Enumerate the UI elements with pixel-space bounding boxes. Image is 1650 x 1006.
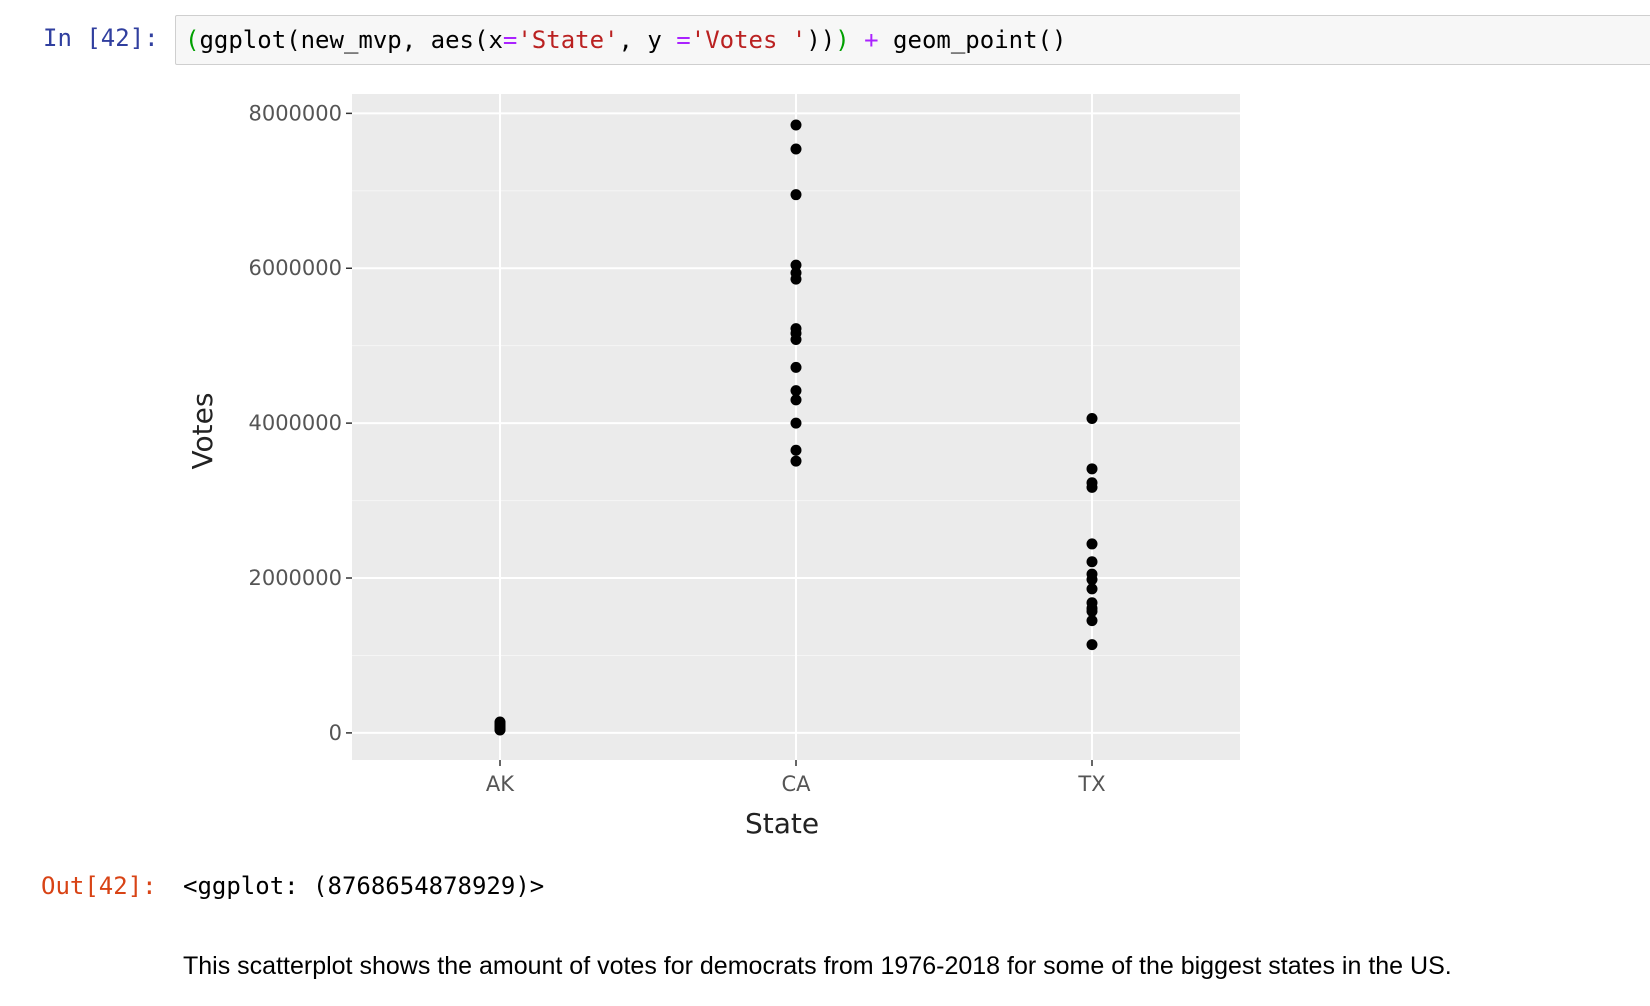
data-point [1086, 605, 1098, 617]
data-point [1086, 556, 1098, 568]
code-token: )) [806, 26, 836, 54]
y-tick-label: 8000000 [248, 101, 342, 125]
code-token: ) [835, 26, 850, 54]
data-point [1086, 574, 1098, 586]
code-token: 'Votes ' [690, 26, 807, 54]
markdown-paragraph: This scatterplot shows the amount of vot… [183, 952, 1452, 980]
code-token: = [676, 26, 691, 54]
x-tick-label: CA [781, 772, 811, 796]
y-tick-label: 6000000 [248, 256, 342, 280]
data-point [790, 455, 802, 467]
data-point [790, 417, 802, 429]
data-point [790, 189, 802, 201]
y-tick-label: 4000000 [248, 411, 342, 435]
data-point [1086, 412, 1098, 424]
x-tick-label: AK [486, 772, 515, 796]
scatter-plot: 0 2000000 4000000 6000000 8000000 AK CA TX State… [190, 94, 1240, 840]
output-prompt: Out[42]: [41, 872, 157, 900]
code-cell-editor[interactable]: (ggplot(new_mvp, aes(x='State', y ='Vote… [175, 15, 1650, 65]
y-tick-label: 0 [329, 721, 342, 745]
scatter-plot-figure: 0 2000000 4000000 6000000 8000000 AK CA TX State… [190, 85, 1250, 845]
data-point [790, 119, 802, 131]
data-point [1086, 463, 1098, 475]
code-token: + [864, 26, 879, 54]
data-point [790, 143, 802, 155]
data-point [790, 394, 802, 406]
data-point [790, 385, 802, 397]
x-axis-title: State [745, 807, 819, 840]
y-axis-title: Votes [190, 393, 219, 470]
data-point [1086, 583, 1098, 595]
data-point [790, 259, 802, 271]
output-text: <ggplot: (8768654878929)> [183, 872, 545, 900]
data-point [1086, 538, 1098, 550]
code-token: , y [618, 26, 677, 54]
data-point [790, 361, 802, 373]
x-tick-label: TX [1077, 772, 1105, 796]
data-point [1086, 481, 1098, 493]
code-token: ( [185, 26, 200, 54]
code-line: (ggplot(new_mvp, aes(x='State', y ='Vote… [185, 26, 1066, 54]
data-point [1086, 615, 1098, 627]
code-token: 'State' [517, 26, 619, 54]
y-tick-label: 2000000 [248, 566, 342, 590]
data-point [790, 444, 802, 456]
code-token: geom_point() [878, 26, 1067, 54]
input-prompt: In [42]: [43, 24, 159, 52]
data-point [790, 333, 802, 345]
data-point [790, 273, 802, 285]
code-token [850, 26, 864, 54]
data-point [494, 724, 506, 736]
data-point [1086, 639, 1098, 651]
code-token: ggplot(new_mvp, aes(x [199, 26, 503, 54]
code-token: = [502, 26, 518, 54]
